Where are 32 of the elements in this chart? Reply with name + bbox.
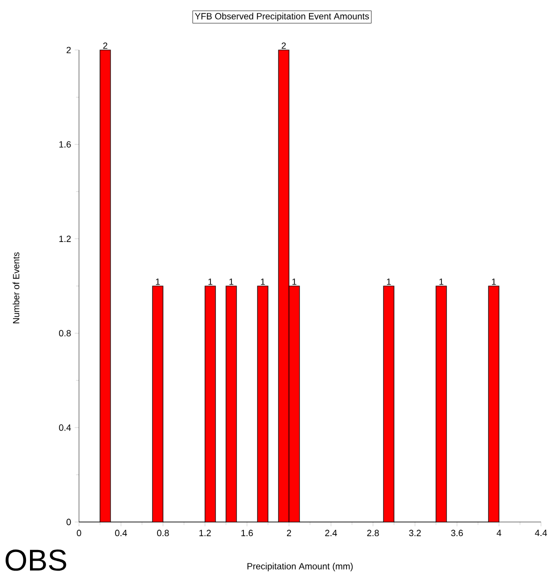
data-label: 1 bbox=[292, 278, 296, 285]
data-label: 1 bbox=[156, 278, 160, 285]
y-tick-label: 1.2 bbox=[59, 236, 71, 242]
data-label: 2 bbox=[282, 42, 286, 49]
chart-title: YFB Observed Precipitation Event Amounts bbox=[194, 12, 369, 22]
data-label: 1 bbox=[439, 278, 444, 285]
data-label: 1 bbox=[260, 278, 265, 285]
x-tick-label: 2 bbox=[286, 530, 292, 536]
x-tick-label: 0.4 bbox=[115, 530, 127, 536]
y-tick-label: 0.8 bbox=[59, 330, 71, 336]
x-tick-label: 2.4 bbox=[325, 530, 337, 536]
x-tick-label: 0 bbox=[76, 530, 82, 536]
text: OBS bbox=[6, 550, 66, 571]
y-tick-label: 1.6 bbox=[59, 141, 71, 148]
data-label: 1 bbox=[208, 278, 212, 285]
data-label: 1 bbox=[229, 278, 234, 285]
y-tick-label: 0 bbox=[66, 518, 71, 526]
y-axis-title: Number of Events bbox=[12, 252, 20, 324]
x-tick-label: 1.2 bbox=[199, 530, 211, 536]
x-tick-label: 3.2 bbox=[409, 530, 421, 536]
x-axis-title: Precipitation Amount (mm) bbox=[247, 562, 353, 572]
x-tick-label: 3.6 bbox=[451, 530, 463, 536]
data-label: 1 bbox=[386, 278, 391, 285]
x-tick-label: 4 bbox=[496, 530, 502, 536]
data-label: 2 bbox=[103, 42, 108, 49]
x-tick-label: 1.6 bbox=[241, 530, 253, 536]
y-tick-label: 0.4 bbox=[59, 424, 71, 431]
data-label: 1 bbox=[492, 278, 496, 285]
y-tick-label: 2 bbox=[66, 46, 71, 54]
x-tick-label: 0.8 bbox=[157, 530, 169, 536]
x-tick-label: 2.8 bbox=[367, 530, 379, 536]
x-tick-label: 4.4 bbox=[534, 530, 547, 536]
